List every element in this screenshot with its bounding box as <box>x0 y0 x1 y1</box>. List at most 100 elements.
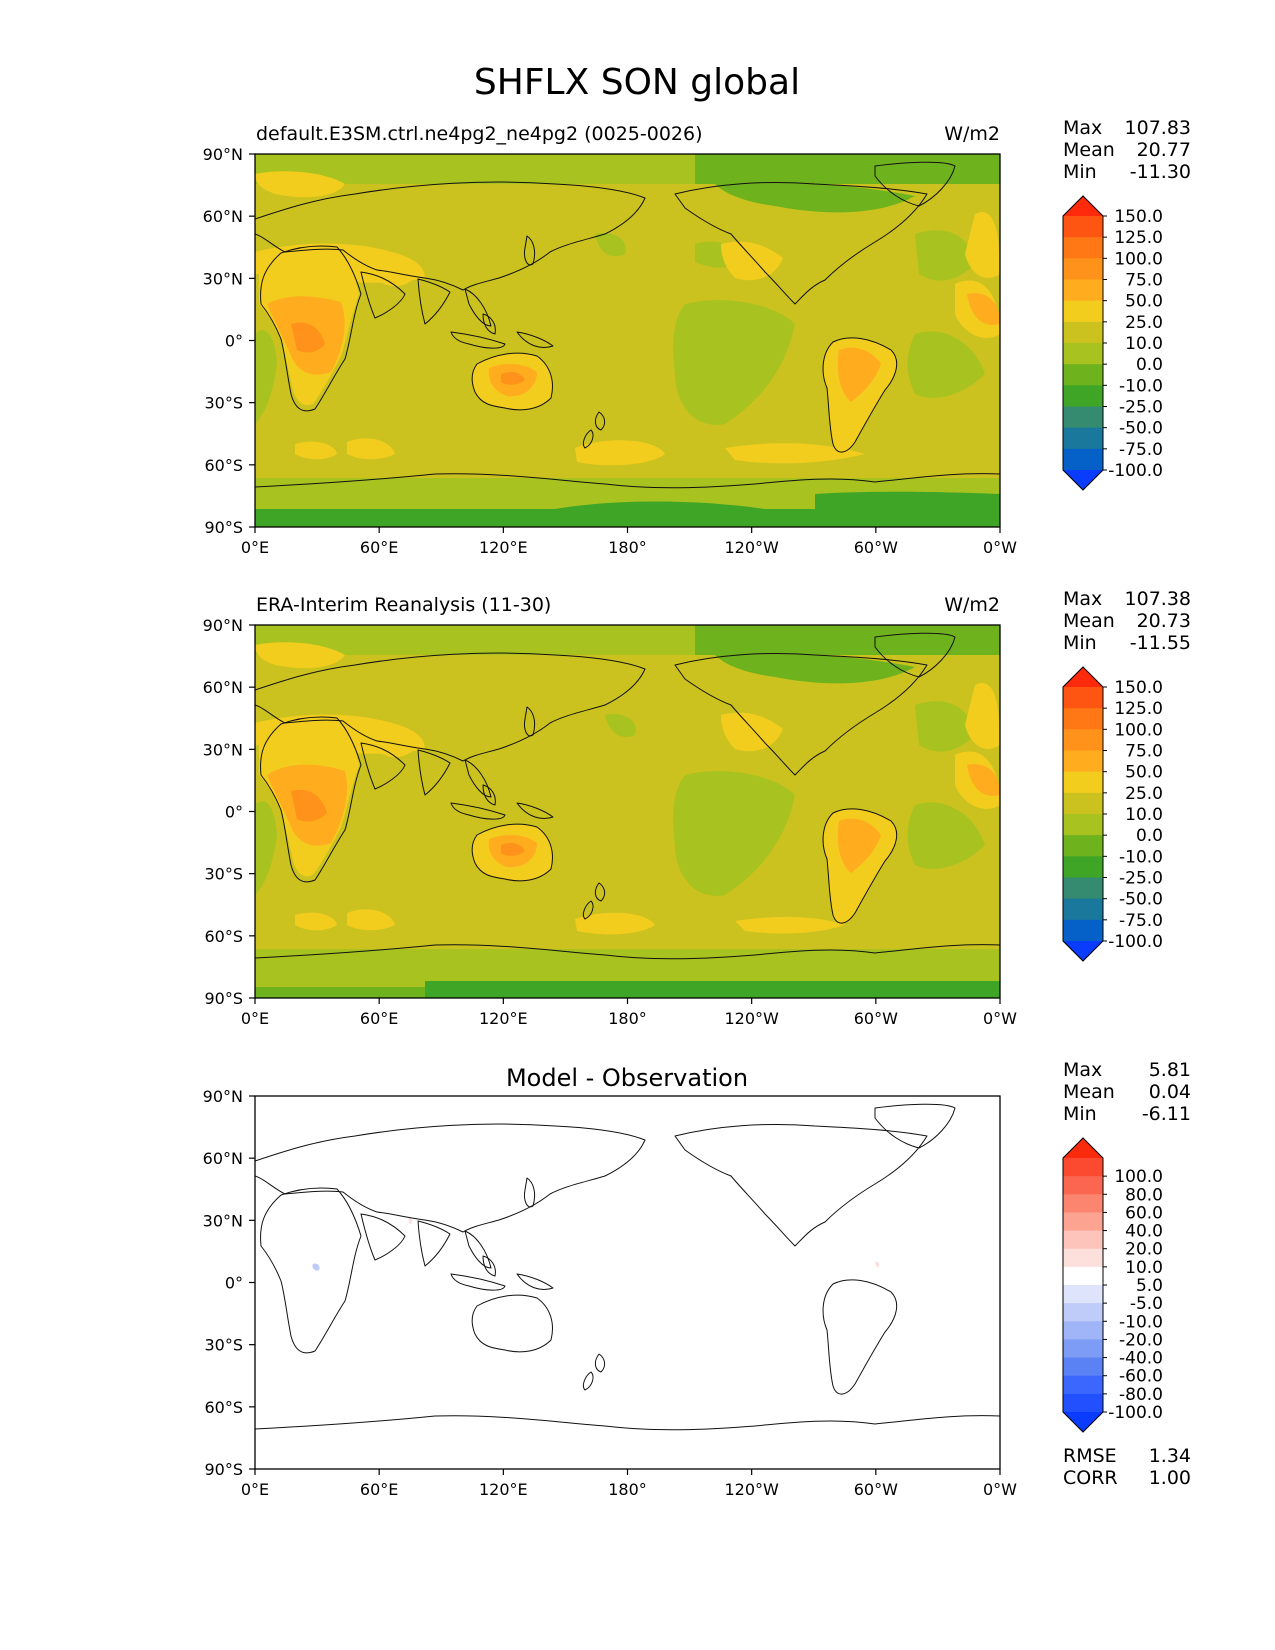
map-model <box>255 154 1000 527</box>
colorbar-label: -25.0 <box>1119 398 1163 418</box>
lon-tick-label: 180° <box>608 538 647 557</box>
panel-model-units: W/m2 <box>944 123 1000 145</box>
colorbar-segment <box>1063 1266 1103 1286</box>
lon-axis-obs: 0°E 60°E 120°E 180° 120°W 60°W 0°W <box>241 998 1017 1028</box>
lon-tick-label: 120°E <box>479 538 528 557</box>
colorbar-model: -100.0-75.0-50.0-25.0-10.00.010.025.050.… <box>1062 195 1163 491</box>
lat-tick-label: 90°N <box>203 145 243 164</box>
colorbar-segment <box>1063 1194 1103 1213</box>
colorbar-extend-max <box>1063 1138 1103 1158</box>
colorbar-segment <box>1063 1176 1103 1195</box>
panel-obs: ERA-Interim Reanalysis (11-30) W/m2 <box>203 588 1191 1028</box>
colorbar-segment <box>1063 1321 1103 1340</box>
lon-tick-label: 60°E <box>360 538 398 557</box>
stat-rmse-label: RMSE <box>1063 1445 1117 1467</box>
colorbar-label: 80.0 <box>1125 1185 1163 1205</box>
stat-corr-value: 1.00 <box>1149 1467 1191 1489</box>
colorbar-label: 0.0 <box>1136 355 1163 375</box>
colorbar-segment <box>1063 1375 1103 1395</box>
colorbar-segment <box>1063 771 1103 794</box>
stats-model: Max 107.83 Mean 20.77 Min -11.30 <box>1063 117 1191 183</box>
lon-tick-label: 0°E <box>241 1009 269 1028</box>
lon-tick-label: 0°E <box>241 538 269 557</box>
lon-tick-label: 60°E <box>360 1480 398 1499</box>
colorbar-segment <box>1063 856 1103 878</box>
colorbar-segment <box>1063 1212 1103 1232</box>
lon-tick-label: 60°W <box>854 538 898 557</box>
lon-tick-label: 120°E <box>479 1009 528 1028</box>
colorbar-extend-min <box>1063 941 1103 961</box>
colorbar-extend-min <box>1063 1412 1103 1432</box>
stat-mean-value: 20.73 <box>1137 610 1191 632</box>
colorbar-segment <box>1063 300 1103 323</box>
colorbar-segment <box>1063 687 1103 709</box>
colorbar-segment <box>1063 1158 1103 1177</box>
stat-min-value: -11.30 <box>1130 161 1191 183</box>
colorbar-segment <box>1063 1393 1103 1413</box>
lat-tick-label: 0° <box>225 1274 243 1293</box>
colorbar-label: 10.0 <box>1125 1258 1163 1278</box>
panel-model-title: default.E3SM.ctrl.ne4pg2_ne4pg2 (0025-00… <box>256 123 703 145</box>
panel-obs-title: ERA-Interim Reanalysis (11-30) <box>256 594 551 616</box>
colorbar-label: 125.0 <box>1114 228 1163 248</box>
panel-obs-units: W/m2 <box>944 594 1000 616</box>
colorbar-segment <box>1063 237 1103 259</box>
lat-tick-label: 0° <box>225 332 243 351</box>
stat-min-value: -11.55 <box>1130 632 1191 654</box>
colorbar-label: 25.0 <box>1125 313 1163 333</box>
lon-tick-label: 120°W <box>724 538 779 557</box>
colorbar-label: -100.0 <box>1108 461 1163 481</box>
colorbar-segment <box>1063 406 1103 429</box>
colorbar-segment <box>1063 835 1103 857</box>
colorbar-segment <box>1063 343 1103 365</box>
colorbar-segment <box>1063 877 1103 900</box>
colorbar-segment <box>1063 216 1103 238</box>
panel-diff: Model - Observation 90°N 60°N 30°N 0° 30°S 60… <box>203 1059 1191 1499</box>
diff-footer-stats: RMSE 1.34 CORR 1.00 <box>1063 1445 1191 1489</box>
colorbar-segment <box>1063 792 1103 815</box>
colorbar-segment <box>1063 1285 1103 1304</box>
colorbar-label: -50.0 <box>1119 890 1163 910</box>
colorbar-extend-max <box>1063 196 1103 216</box>
lat-axis-obs: 90°N 60°N 30°N 0° 30°S 60°S 90°S <box>203 616 255 1008</box>
colorbar-segment <box>1063 1339 1103 1359</box>
colorbar-label: 50.0 <box>1125 763 1163 783</box>
colorbar-label: 40.0 <box>1125 1222 1163 1242</box>
colorbar-label: -75.0 <box>1119 440 1163 460</box>
colorbar-obs: -100.0-75.0-50.0-25.0-10.00.010.025.050.… <box>1062 666 1163 962</box>
stat-max-label: Max <box>1063 117 1102 139</box>
colorbar-label: -80.0 <box>1119 1385 1163 1405</box>
lat-tick-label: 90°S <box>204 1460 243 1479</box>
panel-model: default.E3SM.ctrl.ne4pg2_ne4pg2 (0025-00… <box>203 117 1191 557</box>
stat-mean-label: Mean <box>1063 610 1115 632</box>
colorbar-label: 10.0 <box>1125 334 1163 354</box>
colorbar-label: -40.0 <box>1119 1349 1163 1369</box>
colorbar-extend-max <box>1063 667 1103 687</box>
colorbar-label: -100.0 <box>1108 932 1163 952</box>
lon-tick-label: 120°E <box>479 1480 528 1499</box>
stat-max-value: 5.81 <box>1149 1059 1191 1081</box>
stat-min-label: Min <box>1063 632 1097 654</box>
stat-mean-label: Mean <box>1063 1081 1115 1103</box>
lat-tick-label: 90°N <box>203 1087 243 1106</box>
colorbar-segment <box>1063 279 1103 302</box>
colorbar-label: 100.0 <box>1114 249 1163 269</box>
lat-axis-diff: 90°N 60°N 30°N 0° 30°S 60°S 90°S <box>203 1087 255 1479</box>
lon-axis-diff: 0°E 60°E 120°E 180° 120°W 60°W 0°W <box>241 1469 1017 1499</box>
colorbar-segment <box>1063 1303 1103 1322</box>
colorbar-segment <box>1063 385 1103 407</box>
stat-mean-value: 20.77 <box>1137 139 1191 161</box>
lon-tick-label: 0°E <box>241 1480 269 1499</box>
colorbar-segment <box>1063 898 1103 921</box>
lat-tick-label: 60°S <box>204 927 243 946</box>
lat-tick-label: 0° <box>225 803 243 822</box>
colorbar-label: -10.0 <box>1119 847 1163 867</box>
lat-tick-label: 60°S <box>204 1398 243 1417</box>
lon-tick-label: 120°W <box>724 1480 779 1499</box>
colorbar-segment <box>1063 1248 1103 1268</box>
colorbar-segment <box>1063 427 1103 450</box>
colorbar-segment <box>1063 919 1103 942</box>
lon-tick-label: 180° <box>608 1009 647 1028</box>
stat-max-label: Max <box>1063 588 1102 610</box>
